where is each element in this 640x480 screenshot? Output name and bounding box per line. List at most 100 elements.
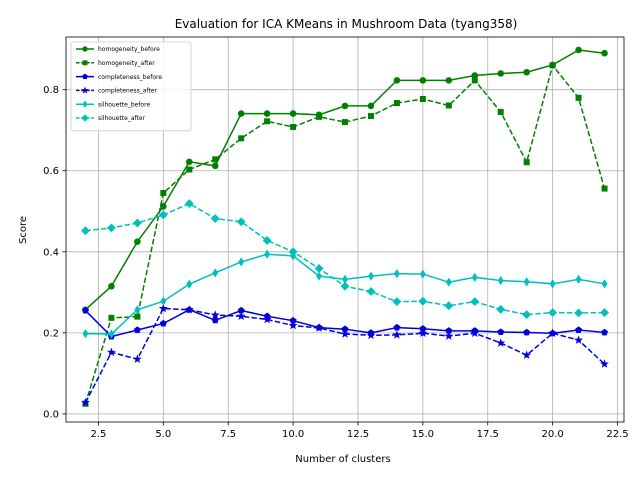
data-point (444, 331, 454, 340)
data-point (211, 162, 219, 170)
data-point (367, 271, 374, 281)
data-point (548, 328, 558, 338)
y-tick-label: 0.4 (43, 247, 59, 258)
data-point (523, 277, 530, 287)
data-point (393, 100, 400, 107)
data-point (289, 110, 297, 117)
x-tick-label: 7.5 (220, 429, 236, 440)
legend-item: completeness_after (76, 86, 157, 95)
data-point (497, 276, 504, 286)
data-point (185, 158, 193, 166)
data-point (445, 277, 452, 287)
data-point (470, 328, 480, 338)
data-point (160, 190, 167, 197)
data-point (549, 279, 556, 289)
legend-label: completeness_after (98, 88, 157, 95)
data-point (106, 223, 116, 233)
legend-label: completeness_before (98, 74, 162, 81)
data-point (237, 110, 245, 117)
data-point (600, 359, 609, 368)
data-point (264, 249, 271, 259)
data-point (392, 330, 402, 339)
data-point (288, 320, 298, 330)
data-point (210, 214, 220, 223)
data-point (314, 323, 324, 332)
legend-label: silhouette_before (98, 101, 150, 108)
series-silhouette_before (82, 249, 608, 339)
data-point (340, 329, 350, 338)
data-point (367, 102, 375, 110)
data-point (236, 217, 246, 227)
data-point (133, 326, 141, 333)
data-point (497, 328, 505, 336)
data-point (262, 314, 272, 324)
data-point (366, 287, 376, 296)
data-point (236, 311, 246, 320)
data-point (212, 156, 219, 163)
data-point (186, 279, 193, 289)
data-point (238, 135, 245, 142)
data-point (262, 236, 272, 245)
data-point (158, 210, 168, 220)
legend-marker (82, 46, 88, 52)
data-point (81, 397, 90, 407)
legend-item: silhouette_before (76, 100, 150, 108)
x-tick-label: 15.0 (412, 429, 434, 440)
data-point (158, 303, 168, 313)
data-point (523, 159, 530, 166)
series-completeness_before (81, 306, 609, 340)
data-point (393, 269, 400, 279)
data-point (160, 296, 167, 306)
data-point (134, 238, 141, 245)
y-tick-label: 0.0 (43, 409, 59, 420)
x-axis-label: Number of clusters (295, 454, 390, 465)
legend-marker (82, 73, 88, 80)
data-point (367, 113, 374, 120)
data-point (211, 316, 219, 324)
legend-marker (82, 100, 88, 108)
data-point (263, 110, 271, 117)
data-point (238, 257, 245, 267)
x-tick-label: 5.0 (155, 429, 171, 440)
data-point (340, 281, 350, 291)
y-tick-label: 0.8 (43, 85, 59, 96)
data-point (601, 279, 608, 289)
data-point (316, 113, 323, 120)
series-homogeneity_after (82, 62, 608, 407)
data-point (81, 306, 89, 314)
legend: homogeneity_before homogeneity_aftercompl… (70, 41, 192, 132)
data-point (601, 185, 608, 192)
series-layer (81, 46, 609, 407)
axes-frame (65, 36, 625, 423)
data-point (316, 271, 323, 281)
data-point (419, 96, 426, 103)
y-axis-label: Score (18, 216, 29, 244)
data-point (549, 62, 556, 69)
data-point (210, 310, 220, 319)
x-tick-label: 20.0 (541, 429, 563, 440)
data-point (160, 203, 167, 210)
data-point (392, 297, 402, 307)
data-point (418, 328, 428, 338)
legend-item: homogeneity_before (76, 46, 160, 53)
data-point (445, 102, 452, 109)
data-point (444, 301, 454, 311)
data-point (548, 308, 558, 318)
data-point (288, 247, 298, 257)
data-point (523, 68, 530, 76)
data-point (575, 326, 583, 333)
legend-box (70, 41, 192, 132)
data-point (418, 296, 428, 306)
tick-marks: 2.5 5.0 7.5 10.0 12.5 15.0 17.5 20.0 22.5 0.0 0.2 0… (43, 85, 629, 440)
data-point (186, 166, 193, 173)
data-point (497, 108, 504, 115)
data-point (264, 118, 271, 125)
data-point (184, 305, 194, 314)
data-point (600, 308, 609, 318)
data-point (184, 199, 194, 208)
axes (65, 36, 625, 423)
data-point (290, 123, 297, 130)
chart-title: Evaluation for ICA KMeans in Mushroom Da… (175, 17, 518, 31)
data-point (574, 308, 584, 318)
data-point (159, 319, 167, 327)
